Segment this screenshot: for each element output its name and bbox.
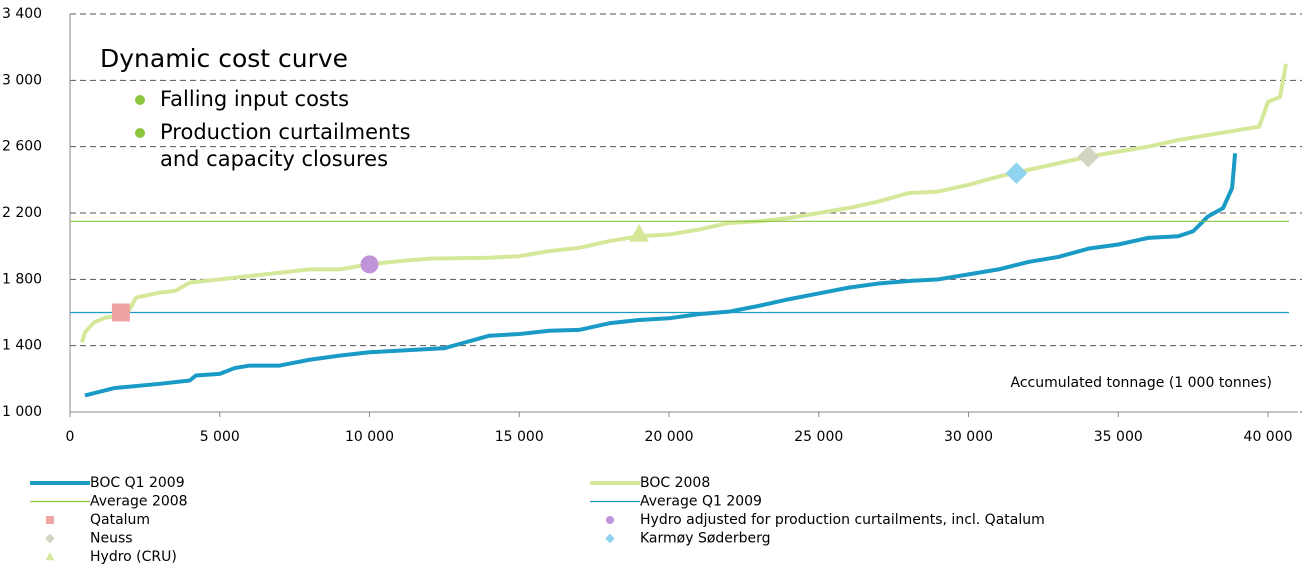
y-tick-label: 3 000: [2, 72, 42, 88]
legend-label: BOC Q1 2009: [90, 475, 185, 491]
series-line: [84, 153, 1238, 398]
chart-title: Dynamic cost curve: [100, 44, 348, 73]
legend-label: Average 2008: [90, 494, 188, 510]
x-tick-label: 10 000: [345, 429, 394, 445]
x-tick-label: 30 000: [944, 429, 993, 445]
y-tick-label: 1 800: [2, 271, 42, 287]
x-tick-label: 15 000: [495, 429, 544, 445]
legend-label: BOC 2008: [640, 475, 710, 491]
legend-label: Karmøy Søderberg: [640, 531, 771, 547]
bullet-text: and capacity closures: [160, 147, 388, 171]
marker: [629, 223, 649, 242]
legend-label: Neuss: [90, 531, 133, 547]
marker: [111, 303, 130, 322]
legend-marker: [45, 533, 55, 544]
marker: [360, 255, 379, 274]
legend-label: Hydro (CRU): [90, 549, 177, 565]
legend-marker: [45, 552, 55, 561]
y-tick-label: 1 000: [2, 404, 42, 420]
y-tick-label: 2 600: [2, 139, 42, 155]
x-axis-label: Accumulated tonnage (1 000 tonnes): [1010, 375, 1272, 391]
legend-marker: [605, 533, 615, 544]
bullet-dot: [135, 95, 145, 105]
y-tick-label: 3 400: [2, 6, 42, 22]
marker: [1077, 145, 1100, 168]
legend-label: Average Q1 2009: [640, 494, 762, 510]
legend-marker: [606, 516, 614, 524]
x-tick-label: 5 000: [200, 429, 240, 445]
marker: [1005, 162, 1028, 184]
x-tick-label: 20 000: [645, 429, 694, 445]
legend-label: Qatalum: [90, 512, 150, 528]
legend-marker: [46, 516, 54, 524]
x-tick-label: 40 000: [1244, 429, 1293, 445]
bullet-text: Production curtailments: [160, 120, 411, 144]
x-tick-label: 25 000: [794, 429, 843, 445]
legend-label: Hydro adjusted for production curtailmen…: [640, 512, 1045, 528]
x-tick-label: 35 000: [1094, 429, 1143, 445]
y-tick-label: 1 400: [2, 338, 42, 354]
bullet-text: Falling input costs: [160, 87, 349, 111]
x-tick-label: 0: [66, 429, 75, 445]
bullet-dot: [135, 128, 145, 138]
y-tick-label: 2 200: [2, 205, 42, 221]
